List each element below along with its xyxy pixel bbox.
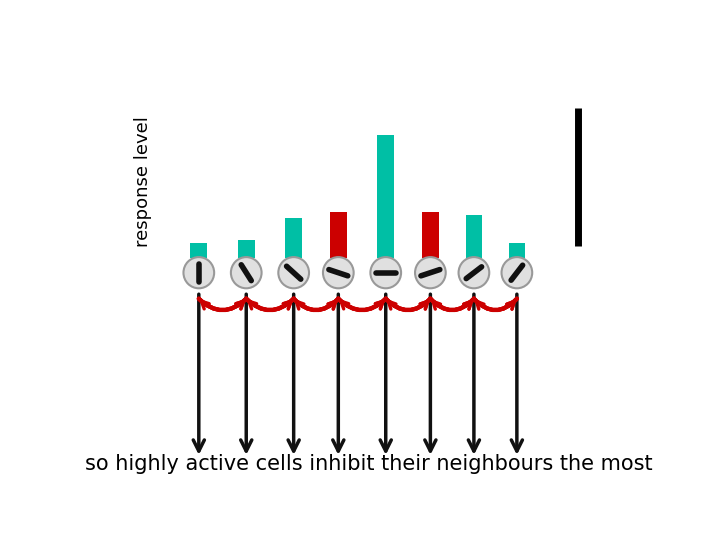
Ellipse shape <box>279 257 309 288</box>
Bar <box>466 215 482 258</box>
Text: so highly active cells inhibit their neighbours the most: so highly active cells inhibit their nei… <box>85 454 653 474</box>
Ellipse shape <box>184 257 214 288</box>
Bar <box>285 218 302 258</box>
Bar <box>190 243 207 258</box>
Bar <box>377 135 394 258</box>
Ellipse shape <box>231 257 261 288</box>
Ellipse shape <box>502 257 532 288</box>
Ellipse shape <box>370 257 401 288</box>
Ellipse shape <box>323 257 354 288</box>
Bar <box>422 212 438 258</box>
Text: response level: response level <box>134 116 152 247</box>
Ellipse shape <box>415 257 446 288</box>
Bar <box>508 243 526 258</box>
Ellipse shape <box>459 257 490 288</box>
Bar <box>330 212 347 258</box>
Bar <box>238 240 255 258</box>
